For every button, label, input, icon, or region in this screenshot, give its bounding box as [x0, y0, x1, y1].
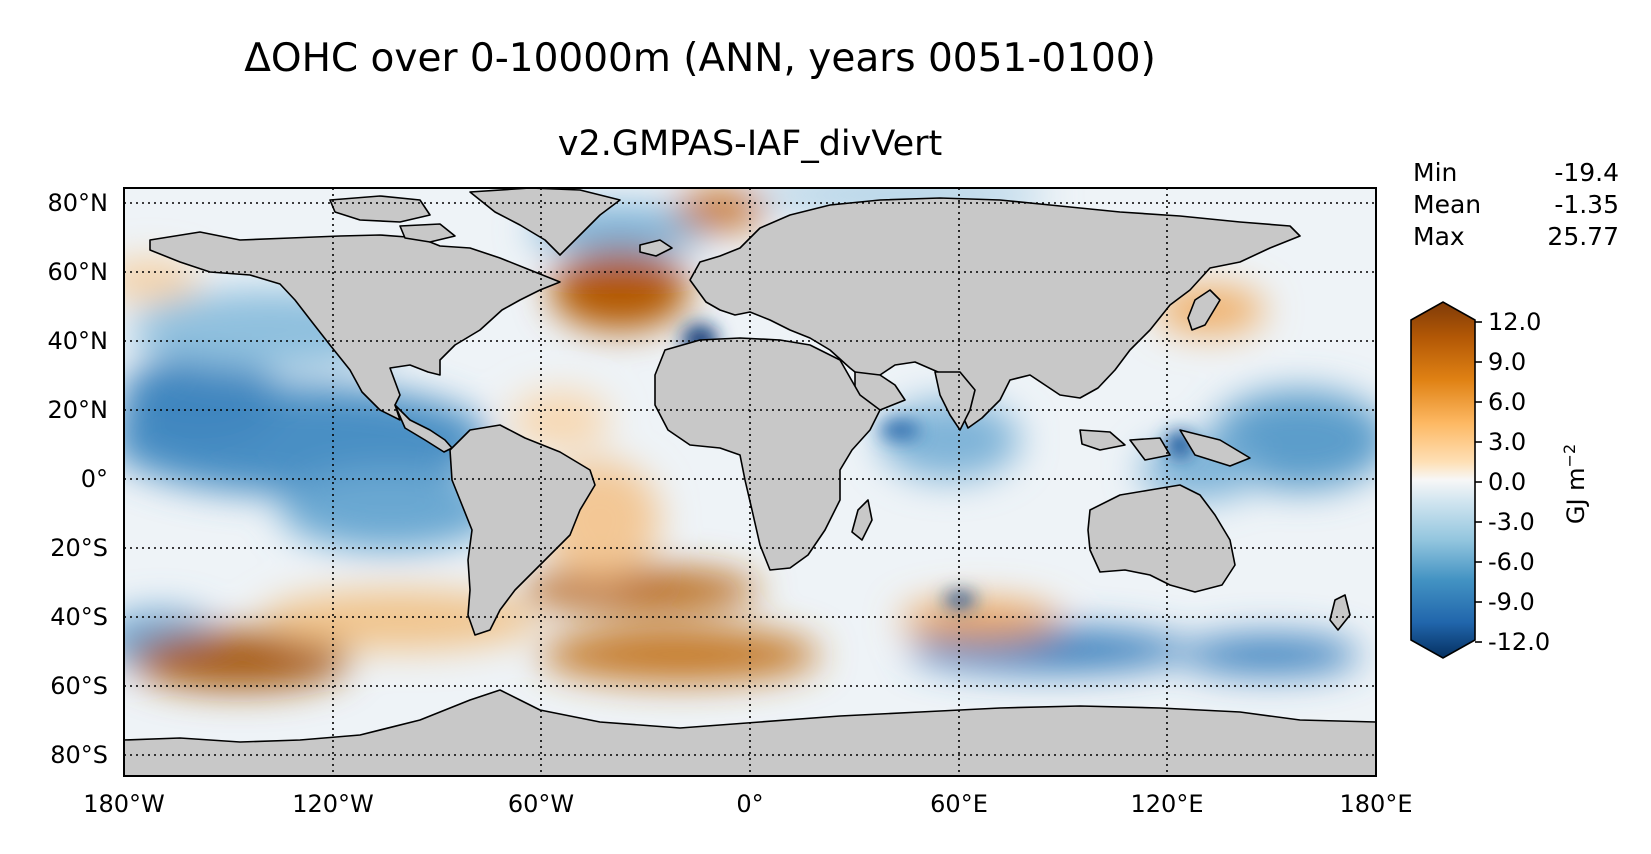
lat-label: 0° [80, 465, 108, 493]
colorbar-tick-label: -6.0 [1488, 548, 1535, 576]
map-frame [123, 187, 1377, 777]
lat-label: 80°N [47, 189, 109, 217]
lon-label: 180°E [1339, 790, 1413, 818]
colorbar-units-base: GJ m [1562, 467, 1590, 525]
south-america [449, 424, 596, 636]
colorbar-tick-label: 12.0 [1488, 308, 1542, 336]
colorbar-tick-label: 6.0 [1488, 388, 1527, 416]
eurasia [689, 197, 1301, 429]
lon-label: 60°E [930, 790, 988, 818]
figure-title: ΔOHC over 0-10000m (ANN, years 0051-0100… [244, 36, 1156, 81]
stat-min-label: Min [1413, 158, 1458, 187]
lon-label: 120°E [1130, 790, 1204, 818]
stat-mean-value: -1.35 [1554, 190, 1619, 219]
australia [1087, 484, 1236, 593]
colorbar-units-exponent: −2 [1560, 443, 1579, 468]
stat-max-value: 25.77 [1547, 222, 1619, 251]
africa [654, 337, 881, 571]
colorbar-tick-label: 0.0 [1488, 468, 1527, 496]
colorbar-tick-label: -9.0 [1488, 588, 1535, 616]
lat-label: 60°N [47, 258, 109, 286]
lat-label: 40°S [50, 603, 108, 631]
lat-label: 20°S [50, 534, 108, 562]
lon-label: 180°W [83, 790, 165, 818]
colorbar [1410, 301, 1482, 659]
lat-label: 20°N [47, 396, 109, 424]
graticule [124, 188, 1376, 776]
colorbar-tick-label: -3.0 [1488, 508, 1535, 536]
colorbar-tick-label: 9.0 [1488, 348, 1527, 376]
lon-label: 60°W [507, 790, 575, 818]
lat-label: 60°S [50, 672, 108, 700]
lat-label: 80°S [50, 741, 108, 769]
stat-mean-label: Mean [1413, 190, 1482, 219]
colorbar-units-label: GJ m−2 [1560, 444, 1590, 524]
panel-title: v2.GMPAS-IAF_divVert [557, 124, 943, 164]
colorbar-tick-label: -12.0 [1488, 628, 1551, 656]
lon-label: 0° [736, 790, 764, 818]
greenland [469, 188, 621, 256]
lat-label: 40°N [47, 327, 109, 355]
colorbar-tick-label: 3.0 [1488, 428, 1527, 456]
stat-min-value: -19.4 [1554, 158, 1619, 187]
lon-label: 120°W [292, 790, 374, 818]
stat-max-label: Max [1413, 222, 1465, 251]
ohc-anomaly-field [124, 188, 1376, 690]
